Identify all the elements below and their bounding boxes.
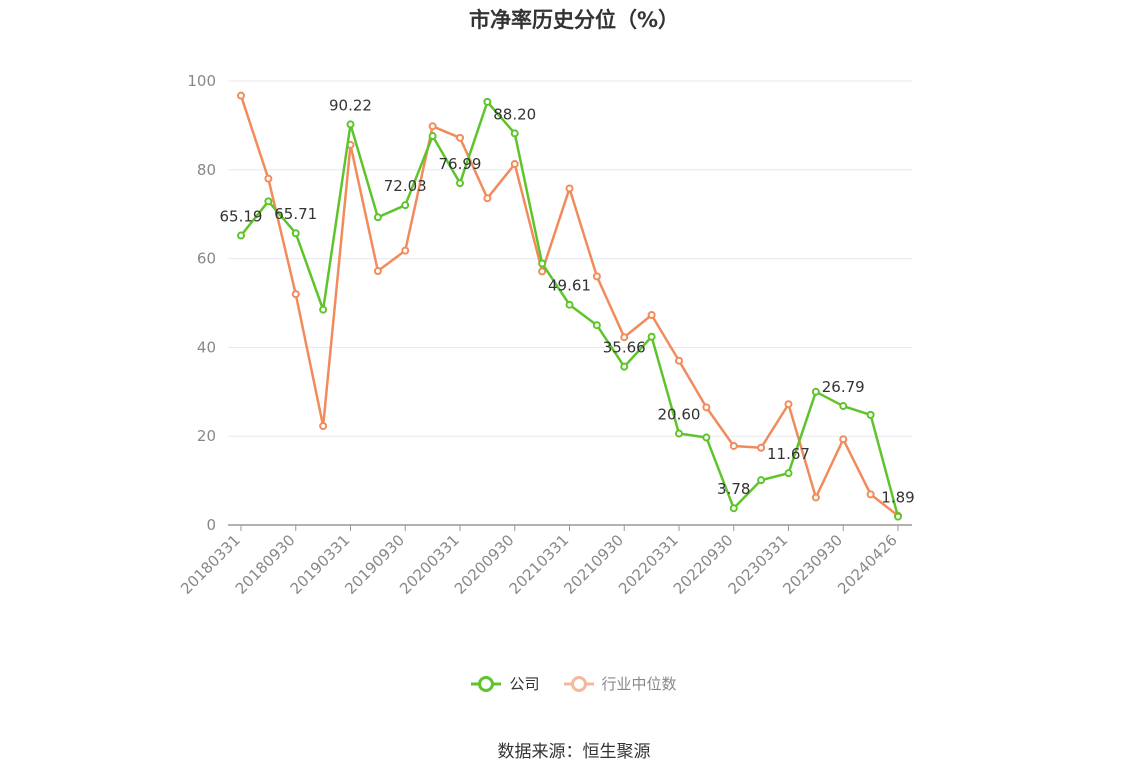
data-point-company xyxy=(538,259,547,268)
data-point-industry xyxy=(291,290,300,299)
data-point-industry xyxy=(237,91,245,100)
data-point-company xyxy=(428,132,437,141)
data-label-layer: 65.19 65.71 90.22 72.03 76.99 88.20 49.61 35.66… xyxy=(220,96,915,506)
data-label: 1.89 xyxy=(881,489,914,507)
source-note: 数据来源：恒生聚源 xyxy=(497,742,651,762)
legend: 公司 行业中位数 xyxy=(0,673,1148,694)
data-point-company xyxy=(319,305,328,314)
data-point-industry xyxy=(428,122,437,131)
data-point-industry xyxy=(784,400,793,409)
legend-label-company: 公司 xyxy=(509,675,540,693)
data-point-industry xyxy=(757,443,766,452)
axis-layer: 0204060801002018033120180930201903312019… xyxy=(177,72,912,598)
data-label: 65.71 xyxy=(274,205,317,223)
data-label: 72.03 xyxy=(384,177,427,195)
data-label: 65.19 xyxy=(220,208,263,226)
data-point-company xyxy=(510,129,519,138)
x-tick-label: 20240426 xyxy=(834,531,901,598)
data-point-industry xyxy=(839,435,848,444)
data-point-company xyxy=(729,504,738,513)
data-label: 3.78 xyxy=(717,480,750,498)
data-point-company xyxy=(373,213,382,222)
data-point-industry xyxy=(565,184,574,193)
data-point-company xyxy=(592,321,601,330)
legend-industry-icon xyxy=(563,675,594,692)
data-point-company xyxy=(483,97,492,106)
y-tick-label: 20 xyxy=(197,427,216,445)
y-tick-label: 80 xyxy=(197,161,216,179)
data-point-industry xyxy=(538,267,547,276)
data-point-industry xyxy=(456,133,464,142)
legend-label-industry: 行业中位数 xyxy=(601,675,677,693)
data-point-industry xyxy=(592,272,601,281)
data-point-company xyxy=(620,362,629,371)
data-label: 20.60 xyxy=(658,406,701,424)
data-point-industry xyxy=(675,356,683,365)
data-point-industry xyxy=(702,403,711,412)
data-point-industry xyxy=(620,333,629,342)
data-label: 35.66 xyxy=(603,339,646,357)
data-point-company xyxy=(401,201,410,210)
data-point-company xyxy=(264,197,273,206)
data-point-company xyxy=(291,229,300,238)
data-point-company xyxy=(784,469,793,478)
legend-company-icon xyxy=(471,675,502,692)
y-tick-label: 0 xyxy=(206,516,216,534)
data-point-industry xyxy=(510,160,519,169)
data-point-industry xyxy=(401,246,410,255)
data-label: 11.67 xyxy=(767,445,810,463)
series-layer xyxy=(237,91,902,521)
data-point-industry xyxy=(811,493,820,502)
data-point-company xyxy=(702,433,711,442)
legend-item-company[interactable]: 公司 xyxy=(471,673,540,694)
data-point-industry xyxy=(319,421,328,430)
data-point-company xyxy=(675,429,683,438)
data-point-company xyxy=(866,410,875,419)
data-label: 88.20 xyxy=(493,105,536,123)
data-point-company xyxy=(647,332,656,341)
data-point-company xyxy=(839,402,848,411)
data-point-company xyxy=(811,387,820,396)
data-point-industry xyxy=(729,441,738,450)
data-point-company xyxy=(565,300,574,309)
data-label: 76.99 xyxy=(439,155,482,173)
y-tick-label: 60 xyxy=(197,250,216,268)
chart-title: 市净率历史分位（%） xyxy=(468,8,680,32)
data-point-company xyxy=(346,120,355,129)
data-point-industry xyxy=(264,174,273,183)
data-point-industry xyxy=(647,310,656,319)
data-point-company xyxy=(757,476,766,485)
data-point-industry xyxy=(483,194,492,203)
data-point-company xyxy=(237,231,245,240)
y-tick-label: 100 xyxy=(187,72,216,90)
y-tick-label: 40 xyxy=(197,338,216,356)
data-label: 90.22 xyxy=(329,96,372,114)
data-label: 26.79 xyxy=(822,378,865,396)
legend-item-industry[interactable]: 行业中位数 xyxy=(563,673,677,694)
data-point-industry xyxy=(866,490,875,499)
data-point-industry xyxy=(373,267,382,276)
data-point-company xyxy=(456,179,464,188)
data-point-company xyxy=(894,512,902,521)
data-label: 49.61 xyxy=(548,277,591,295)
